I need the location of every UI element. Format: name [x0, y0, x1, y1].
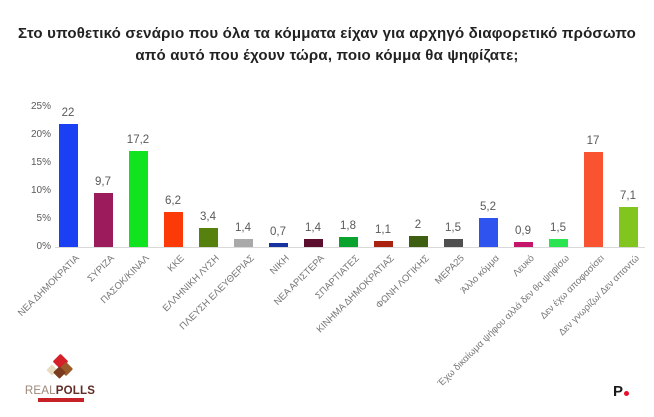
bar [233, 239, 253, 247]
bar-value-label: 7,1 [620, 190, 636, 203]
y-tick-label: 25% [30, 101, 51, 112]
bar [128, 150, 148, 247]
bar-value-label: 22 [61, 106, 75, 119]
chart-title: Στο υποθετικό σενάριο που όλα τα κόμματα… [0, 23, 654, 67]
bar [268, 243, 288, 247]
bar [373, 240, 393, 247]
bar-value-label: 17,2 [126, 133, 150, 146]
protothema-logo: P [613, 383, 630, 400]
bar [478, 217, 498, 247]
bar [93, 192, 113, 247]
bar [58, 123, 78, 247]
bar-value-label: 1,4 [305, 222, 321, 235]
bar-value-label: 1,1 [375, 223, 391, 236]
realpolls-tagline-strip [38, 398, 84, 402]
y-tick-label: 5% [36, 213, 51, 224]
bar-value-label: 9,7 [95, 175, 111, 188]
bar-value-label: 1,5 [445, 221, 461, 234]
bar-value-label: 5,2 [480, 200, 496, 213]
realpolls-wordmark-real: REAL [24, 385, 56, 397]
bar [198, 227, 218, 247]
chart-title-line2: από αυτό που έχουν τώρα, ποιο κόμμα θα ψ… [135, 47, 519, 64]
bar-value-label: 3,4 [200, 210, 216, 223]
protothema-logo-letter: P [613, 383, 624, 400]
bar [338, 236, 358, 247]
bar-value-label: 1,4 [235, 222, 251, 235]
realpolls-wordmark-polls: POLLS [55, 385, 96, 397]
y-tick-label: 20% [30, 129, 51, 140]
chart-title-line1: Στο υποθετικό σενάριο που όλα τα κόμματα… [18, 25, 636, 42]
bar-value-label: 0,9 [515, 224, 531, 237]
bar-value-label: 2 [414, 218, 422, 231]
bar-value-label: 1,8 [340, 219, 356, 232]
y-tick-label: 15% [30, 157, 51, 168]
realpolls-cubes-icon [46, 354, 73, 379]
bar [548, 238, 568, 247]
realpolls-wordmark: REALPOLLS [24, 385, 96, 397]
bar-value-label: 17 [586, 134, 600, 147]
realpolls-logo: REALPOLLS [24, 354, 96, 402]
bar [163, 212, 183, 247]
bar [513, 241, 533, 247]
y-tick-label: 0% [36, 241, 51, 252]
bar-value-label: 0,7 [270, 226, 286, 239]
protothema-logo-dot [624, 391, 630, 396]
bar [408, 235, 428, 247]
bar [303, 239, 323, 247]
bar [443, 238, 463, 247]
bar-value-label: 6,2 [165, 195, 181, 208]
bar-value-label: 1,5 [550, 221, 566, 234]
bar [618, 207, 638, 247]
bar [583, 151, 603, 247]
x-axis-line [55, 247, 645, 248]
y-tick-label: 10% [30, 185, 51, 196]
